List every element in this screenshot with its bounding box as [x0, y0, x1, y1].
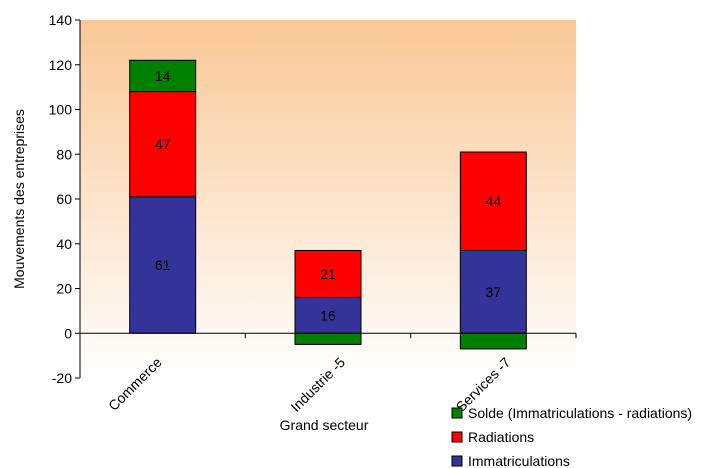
y-axis-title: Mouvements des entreprises — [11, 109, 27, 289]
bar-radiations-label: 21 — [320, 266, 336, 282]
bar-solde — [459, 332, 527, 350]
legend-solde-label: Solde (Immatriculations - radiations) — [468, 405, 692, 421]
bar-radiations — [459, 151, 527, 251]
legend-immatriculations-label: Immatriculations — [468, 453, 570, 468]
bar-immatriculations-label: 61 — [155, 257, 171, 273]
y-tick-label: 0 — [64, 325, 72, 341]
y-tick-label: 20 — [56, 281, 72, 297]
bar-radiations-label: 44 — [486, 193, 502, 209]
y-tick-label: 60 — [56, 191, 72, 207]
legend-radiations-swatch — [451, 431, 463, 443]
legend-radiations-label: Radiations — [468, 429, 534, 445]
bar-solde — [129, 59, 197, 93]
y-tick-label: 140 — [49, 12, 73, 28]
y-tick-label: 120 — [49, 57, 73, 73]
legend-solde-swatch — [451, 407, 463, 419]
x-axis-title: Grand secteur — [280, 417, 369, 433]
bar-immatriculations — [129, 196, 197, 334]
bar-solde — [294, 332, 362, 345]
bar-radiations-label: 47 — [155, 136, 171, 152]
bar-immatriculations-label: 16 — [320, 307, 336, 323]
y-tick-label: 40 — [56, 236, 72, 252]
y-tick-label: -20 — [52, 370, 72, 386]
bar-radiations — [294, 249, 362, 298]
legend-immatriculations-swatch — [451, 455, 463, 467]
y-tick-label: 100 — [49, 102, 73, 118]
y-tick-label: 80 — [56, 146, 72, 162]
bar-immatriculations-label: 37 — [486, 284, 502, 300]
bar-solde-label: 14 — [155, 68, 171, 84]
